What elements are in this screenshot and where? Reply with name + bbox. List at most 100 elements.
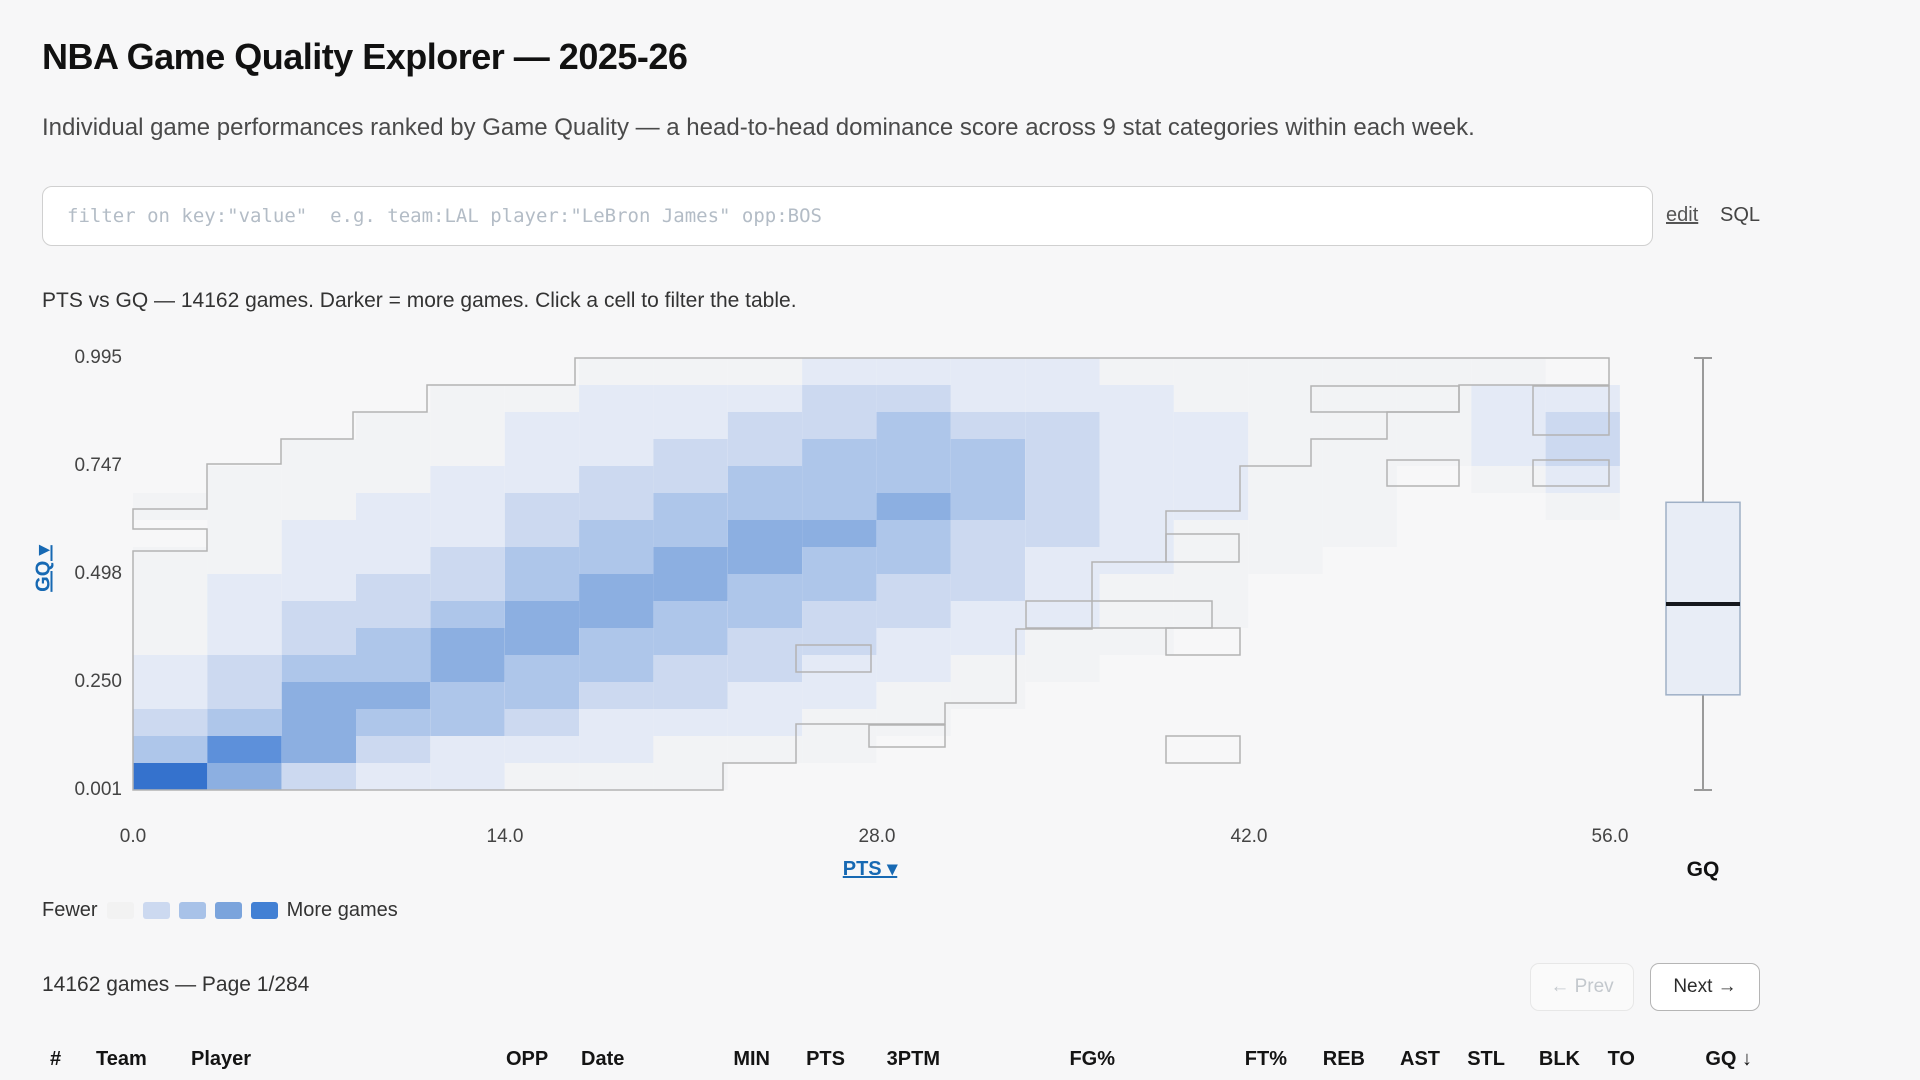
heatmap-cell[interactable] [802,682,877,709]
heatmap-cell[interactable] [876,682,951,709]
heatmap-cell[interactable] [1025,493,1100,520]
heatmap-cell[interactable] [207,682,282,709]
heatmap-cell[interactable] [1173,601,1249,628]
heatmap-cell[interactable] [504,655,580,682]
heatmap-cell[interactable] [653,412,728,439]
heatmap-cell[interactable] [653,628,728,655]
heatmap-cell[interactable] [430,736,505,763]
heatmap-cell[interactable] [133,709,208,736]
heatmap-cell[interactable] [653,655,728,682]
heatmap-cell[interactable] [653,682,728,709]
col-header-blk[interactable]: BLK [1538,1048,1580,1070]
heatmap-cell[interactable] [356,628,431,655]
heatmap-cell[interactable] [207,709,282,736]
heatmap-cell[interactable] [281,466,356,493]
heatmap-cell[interactable] [802,628,877,655]
heatmap-cell[interactable] [802,493,877,520]
heatmap-cell[interactable] [207,655,282,682]
heatmap-cell[interactable] [1025,412,1100,439]
heatmap-cell[interactable] [133,628,208,655]
heatmap-cell[interactable] [579,439,654,466]
heatmap-cell[interactable] [727,412,803,439]
heatmap-cell[interactable] [207,628,282,655]
heatmap-cell[interactable] [727,736,803,763]
heatmap-cell[interactable] [504,412,580,439]
heatmap-cell[interactable] [430,493,505,520]
heatmap-cell[interactable] [1545,439,1620,466]
heatmap-cell[interactable] [1099,493,1174,520]
heatmap-cell[interactable] [1173,493,1249,520]
heatmap-cell[interactable] [653,493,728,520]
heatmap-cell[interactable] [504,547,580,574]
heatmap-cell[interactable] [950,358,1026,385]
heatmap-cell[interactable] [950,412,1026,439]
prev-page-button[interactable]: ← Prev [1530,963,1634,1011]
heatmap-cell[interactable] [430,439,505,466]
col-header-player[interactable]: Player [191,1048,252,1070]
heatmap-cell[interactable] [1099,439,1174,466]
heatmap-cell[interactable] [579,628,654,655]
heatmap-cell[interactable] [1099,466,1174,493]
heatmap-cell[interactable] [876,709,951,736]
col-header-team[interactable]: Team [96,1048,147,1070]
heatmap-cell[interactable] [727,466,803,493]
heatmap-cell[interactable] [133,601,208,628]
heatmap-cell[interactable] [1322,466,1397,493]
heatmap-cell[interactable] [653,358,728,385]
heatmap-cell[interactable] [430,574,505,601]
heatmap-cell[interactable] [356,466,431,493]
heatmap-cell[interactable] [356,682,431,709]
heatmap-cell[interactable] [727,709,803,736]
col-header-gq-sorted[interactable]: GQ ↓ [1705,1048,1752,1070]
heatmap-cell[interactable] [802,466,877,493]
heatmap-cell[interactable] [356,547,431,574]
heatmap-cell[interactable] [1248,439,1323,466]
heatmap-cell[interactable] [1173,547,1249,574]
heatmap-cell[interactable] [281,655,356,682]
heatmap-cell[interactable] [1099,574,1174,601]
col-header-stl[interactable]: STL [1467,1048,1505,1070]
filter-input[interactable] [42,186,1653,246]
heatmap-cell[interactable] [1545,385,1620,412]
col-header-ast[interactable]: AST [1400,1048,1440,1070]
heatmap-cell[interactable] [356,763,431,790]
heatmap-cell[interactable] [1025,466,1100,493]
heatmap-cell[interactable] [281,763,356,790]
heatmap-cell[interactable] [727,520,803,547]
heatmap-cell[interactable] [133,682,208,709]
heatmap-cell[interactable] [579,574,654,601]
heatmap-cell[interactable] [950,466,1026,493]
heatmap-cell[interactable] [579,763,654,790]
heatmap-cell[interactable] [727,601,803,628]
heatmap-cell[interactable] [207,574,282,601]
heatmap-cell[interactable] [579,709,654,736]
heatmap-cell[interactable] [653,385,728,412]
col-header-fgpct[interactable]: FG% [1069,1048,1115,1070]
heatmap-cell[interactable] [802,736,877,763]
heatmap-cell[interactable] [876,385,951,412]
heatmap-cell[interactable] [653,709,728,736]
heatmap-cell[interactable] [281,547,356,574]
heatmap-cell[interactable] [727,358,803,385]
heatmap-cell[interactable] [1248,520,1323,547]
heatmap-cell[interactable] [653,574,728,601]
heatmap-cell[interactable] [504,682,580,709]
heatmap-cell[interactable] [579,736,654,763]
gq-axis-sort-link[interactable]: GQ ▾ [32,545,55,592]
heatmap-cell[interactable] [133,655,208,682]
heatmap-cell[interactable] [1025,547,1100,574]
heatmap-cell[interactable] [1396,385,1472,412]
heatmap-cell[interactable] [430,412,505,439]
heatmap-cell[interactable] [1025,655,1100,682]
heatmap-cell[interactable] [281,736,356,763]
heatmap-cell[interactable] [653,547,728,574]
heatmap-cell[interactable] [802,601,877,628]
heatmap-cell[interactable] [1099,358,1174,385]
heatmap-cell[interactable] [281,709,356,736]
heatmap-cell[interactable] [430,682,505,709]
heatmap-cell[interactable] [802,439,877,466]
heatmap-cell[interactable] [430,709,505,736]
heatmap-cell[interactable] [1173,385,1249,412]
heatmap-cell[interactable] [950,628,1026,655]
heatmap-cell[interactable] [876,574,951,601]
